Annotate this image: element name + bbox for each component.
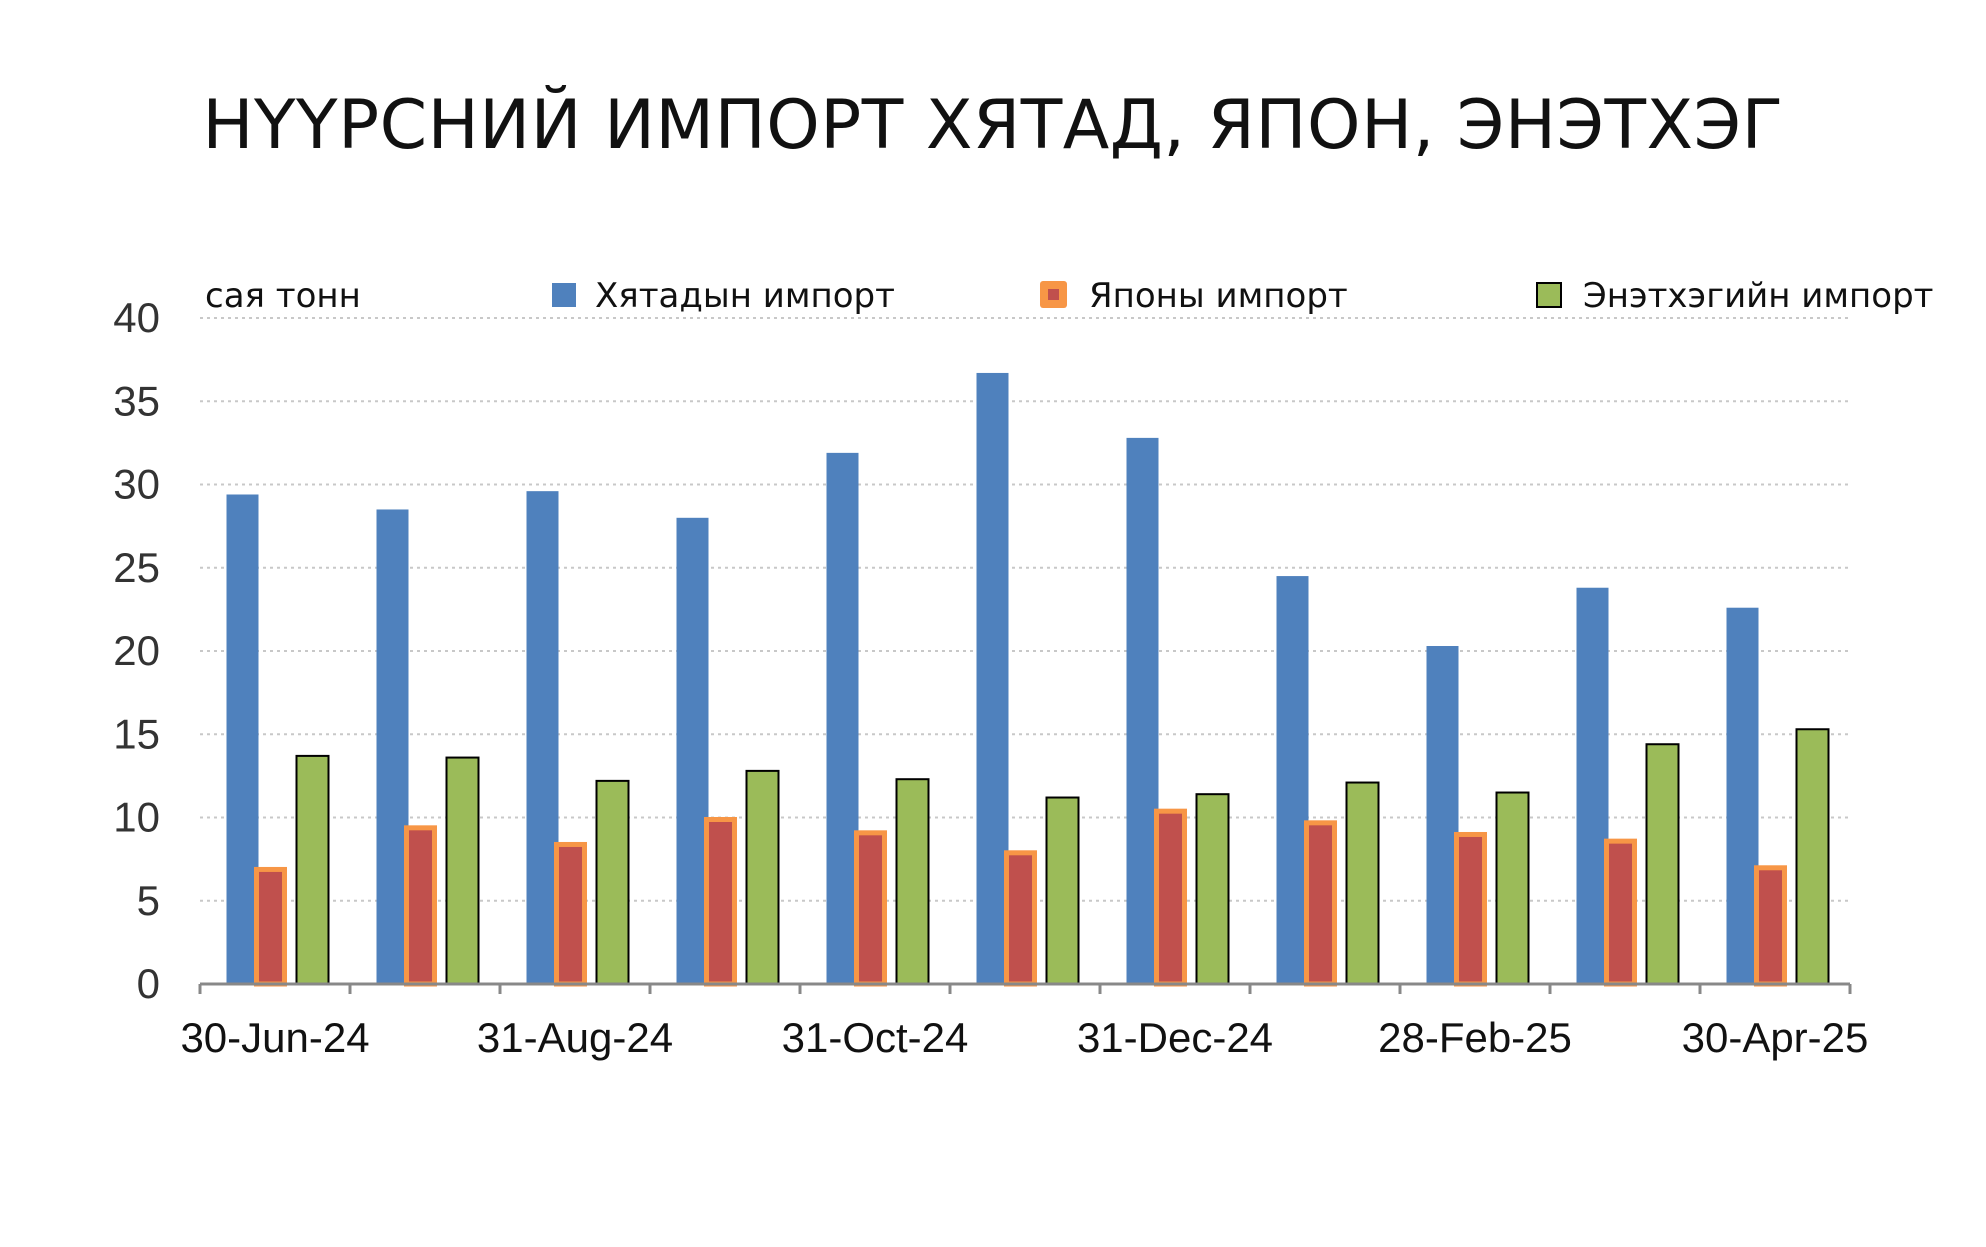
bar-china <box>826 452 859 984</box>
x-tick-label: 31-Dec-24 <box>1077 1014 1273 1061</box>
axes <box>198 982 1852 994</box>
x-tick-label: 30-Apr-25 <box>1682 1014 1869 1061</box>
bar-japan <box>1604 838 1637 987</box>
x-tick-label: 31-Aug-24 <box>477 1014 673 1061</box>
bar-china <box>1426 646 1459 984</box>
x-tick-labels: 30-Jun-24 31-Aug-24 31-Oct-24 31-Dec-24 28-F… <box>180 1014 1868 1061</box>
bar-japan <box>254 866 287 987</box>
bar-china <box>376 509 409 984</box>
bar-japan <box>1154 808 1187 987</box>
y-tick-label: 30 <box>113 461 160 508</box>
bar-china <box>1576 587 1609 984</box>
y-tick-label: 35 <box>113 377 160 424</box>
bar-india <box>1195 793 1230 985</box>
chart-title: НҮҮРСНИЙ ИМПОРТ ХЯТАД, ЯПОН, ЭНЭТХЭГ <box>202 86 1784 165</box>
y-tick-labels: 0 5 10 15 20 25 30 35 40 <box>113 294 160 1007</box>
bar-japan <box>1004 850 1037 987</box>
bar-india <box>745 769 780 985</box>
legend-label-india: Энэтхэгийн импорт <box>1583 276 1933 316</box>
bar-china <box>676 517 709 984</box>
bar-japan <box>704 817 737 987</box>
bar-china <box>1126 437 1159 984</box>
y-tick-label: 10 <box>113 794 160 841</box>
bar-china <box>526 491 559 984</box>
unit-label: сая тонн <box>205 276 361 316</box>
bars <box>226 372 1830 987</box>
bar-india <box>445 756 480 985</box>
bar-india <box>1795 728 1830 985</box>
bar-india <box>595 779 630 985</box>
legend-swatch-japan-inner <box>1048 289 1059 300</box>
y-tick-label: 25 <box>113 544 160 591</box>
y-tick-label: 0 <box>137 960 160 1007</box>
bar-japan <box>404 825 437 987</box>
x-tick-label: 28-Feb-25 <box>1378 1014 1572 1061</box>
x-tick-label: 30-Jun-24 <box>180 1014 369 1061</box>
bar-japan <box>1304 820 1337 987</box>
legend-label-japan: Японы импорт <box>1089 276 1348 316</box>
bar-japan <box>1454 831 1487 987</box>
legend-swatch-india <box>1536 282 1562 308</box>
bar-india <box>1495 791 1530 986</box>
bar-china <box>976 372 1009 984</box>
bar-india <box>1045 796 1080 986</box>
y-tick-label: 15 <box>113 710 160 757</box>
bar-japan <box>554 841 587 987</box>
bar-india <box>295 754 330 986</box>
legend-label-china: Хятадын импорт <box>595 276 895 316</box>
bar-japan <box>1754 865 1787 987</box>
bar-china <box>1276 576 1309 984</box>
bar-india <box>895 778 930 986</box>
x-tick-label: 31-Oct-24 <box>782 1014 969 1061</box>
bar-china <box>226 494 259 984</box>
y-tick-label: 40 <box>113 294 160 341</box>
bar-china <box>1726 607 1759 984</box>
legend: сая тонн Хятадын импорт Японы импорт Энэ… <box>205 276 1933 316</box>
bar-india <box>1645 743 1680 985</box>
y-tick-label: 5 <box>137 877 160 924</box>
bar-india <box>1345 781 1380 985</box>
legend-swatch-china <box>552 283 576 307</box>
bar-japan <box>854 830 887 987</box>
y-tick-label: 20 <box>113 627 160 674</box>
